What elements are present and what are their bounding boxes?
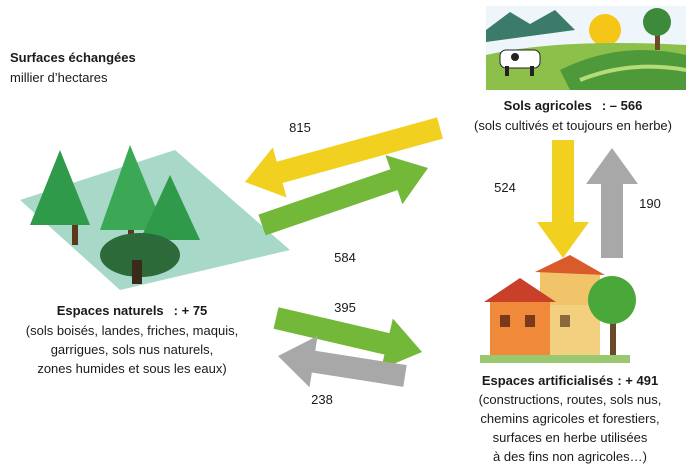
node-description: surfaces en herbe utilisées [493,430,648,445]
flow-arrow [245,117,443,198]
node-description: (sols cultivés et toujours en herbe) [474,118,672,133]
arrows [245,117,638,388]
flow-arrow [278,335,407,388]
node-description: chemins agricoles et forestiers, [480,411,659,426]
flow-label: 815 [289,120,311,135]
node-description: à des fins non agricoles…) [493,449,647,464]
node-label: Espaces naturels [57,303,164,318]
node-balance: : – 566 [602,98,642,113]
node-description: (constructions, routes, sols nus, [479,392,662,407]
node-description: zones humides et sous les eaux) [37,361,226,376]
flow-arrow [537,140,589,258]
flow-label: 584 [334,250,356,265]
node-title: Espaces naturels : + 75 [57,303,208,318]
node-balance: : + 75 [174,303,208,318]
flow-arrow [258,155,428,236]
flow-label: 190 [639,196,661,211]
node-label: Espaces artificialisés [482,373,614,388]
title: Surfaces échangées [10,50,136,65]
flow-label: 524 [494,180,516,195]
flow-arrow [273,307,422,370]
node-title: Espaces artificialisés: + 491 [482,373,658,388]
forest-illustration [20,145,290,290]
node-balance: : + 491 [617,373,658,388]
node-label: Sols agricoles [504,98,592,113]
node-title: Sols agricoles : – 566 [504,98,643,113]
flow-label: 238 [311,392,333,407]
node-description: (sols boisés, landes, friches, maquis, [26,323,238,338]
subtitle: millier d’hectares [10,70,108,85]
town-illustration [480,255,636,363]
flow-arrow [586,148,638,258]
node-description: garrigues, sols nus naturels, [51,342,214,357]
farm-illustration [486,6,687,90]
flow-label: 395 [334,300,356,315]
